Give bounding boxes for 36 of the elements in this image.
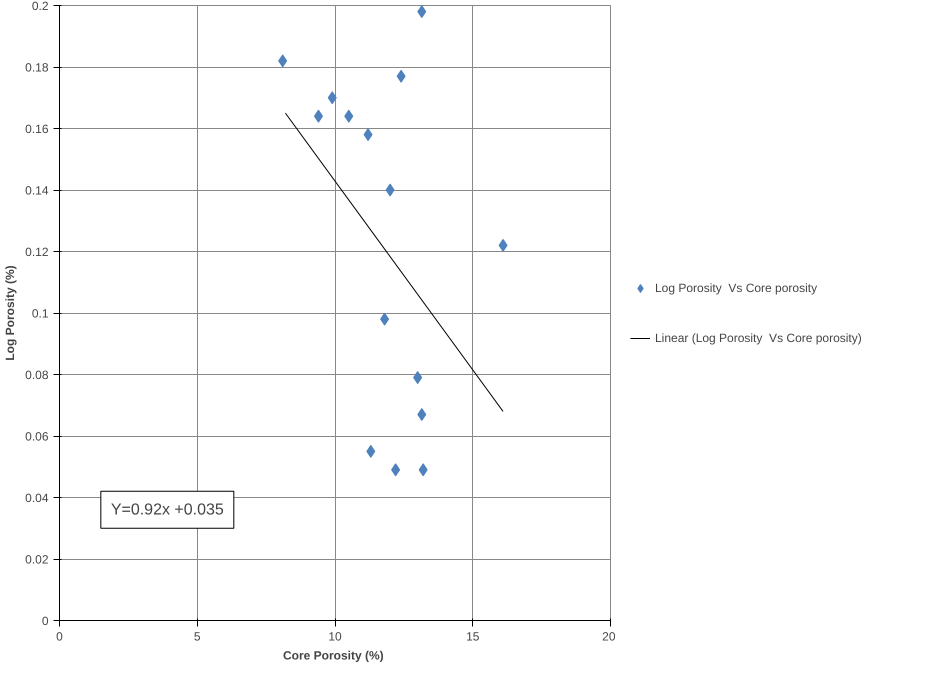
point — [278, 54, 288, 68]
y-tick-label: 0.16 — [25, 122, 49, 136]
y-tick-label: 0.02 — [25, 552, 49, 566]
point — [391, 463, 400, 476]
legend-label: Log Porosity Vs Core porosity — [655, 280, 818, 294]
point — [386, 184, 395, 196]
y-tick-label: 0 — [42, 614, 49, 628]
point — [417, 408, 426, 421]
y-tick-label: 0.06 — [25, 430, 49, 444]
y-tick-label: 0.1 — [32, 306, 49, 320]
x-tick-label: 5 — [194, 630, 201, 644]
point — [366, 444, 376, 458]
y-tick-label: 0.12 — [25, 245, 49, 259]
point — [380, 312, 390, 326]
x-tick-label: 10 — [328, 630, 342, 644]
point — [396, 70, 406, 83]
point — [498, 238, 508, 252]
y-tick-label: 0.18 — [25, 60, 49, 74]
point — [418, 463, 428, 476]
point — [344, 110, 354, 123]
legend-label: Linear (Log Porosity Vs Core porosity) — [655, 330, 862, 344]
point — [314, 110, 323, 123]
y-tick-label: 0.04 — [25, 491, 49, 505]
x-tick-label: 15 — [466, 630, 480, 644]
point — [413, 371, 422, 384]
y-tick-label: 0.08 — [25, 368, 49, 382]
point — [417, 6, 426, 18]
point — [364, 128, 373, 142]
y-tick-label: 0.14 — [25, 184, 49, 198]
y-tick-label: 0.2 — [32, 0, 49, 13]
x-tick-label: 0 — [56, 630, 64, 644]
x-axis-title: Core Porosity (%) — [282, 648, 384, 662]
x-tick-label: 20 — [602, 630, 616, 644]
y-axis-title: Log Porosity (%) — [3, 265, 18, 361]
annotation: Y=0.92x +0.035 — [110, 501, 224, 518]
point — [328, 91, 337, 104]
